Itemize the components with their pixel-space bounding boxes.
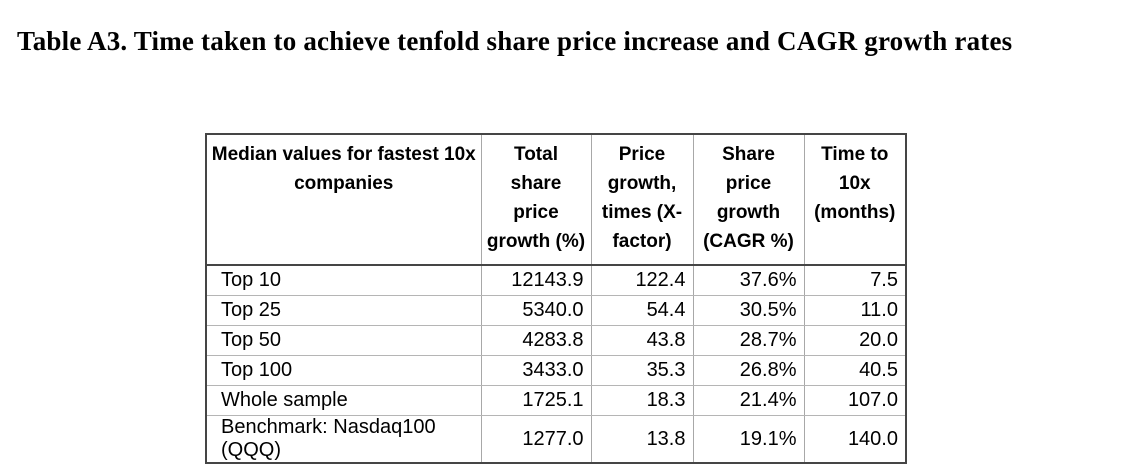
cell-value: 4283.8 — [481, 325, 592, 356]
cell-value: 122.4 — [591, 265, 694, 296]
header-row: Median values for fastest 10x companies … — [206, 134, 906, 266]
table-row: Top 50 4283.8 43.8 28.7% 20.0 — [206, 325, 906, 356]
cell-value: 21.4% — [693, 385, 805, 416]
table-row: Top 25 5340.0 54.4 30.5% 11.0 — [206, 295, 906, 326]
row-label: Top 100 — [206, 355, 482, 386]
row-label: Top 25 — [206, 295, 482, 326]
cell-value: 37.6% — [693, 265, 805, 296]
cell-value: 1277.0 — [481, 415, 592, 464]
column-header-time-to-10x: Time to 10x (months) — [804, 134, 906, 266]
cell-value: 35.3 — [591, 355, 694, 386]
cell-value: 12143.9 — [481, 265, 592, 296]
cell-value: 5340.0 — [481, 295, 592, 326]
cell-value: 19.1% — [693, 415, 805, 464]
cell-value: 107.0 — [804, 385, 906, 416]
cell-value: 20.0 — [804, 325, 906, 356]
cell-value: 140.0 — [804, 415, 906, 464]
data-table: Median values for fastest 10x companies … — [205, 133, 907, 464]
page-title: Table A3. Time taken to achieve tenfold … — [17, 26, 1013, 56]
row-label: Top 50 — [206, 325, 482, 356]
cell-value: 11.0 — [804, 295, 906, 326]
cell-value: 28.7% — [693, 325, 805, 356]
cell-value: 40.5 — [804, 355, 906, 386]
cell-value: 13.8 — [591, 415, 694, 464]
column-header-median-values: Median values for fastest 10x companies — [206, 134, 482, 266]
cell-value: 7.5 — [804, 265, 906, 296]
cell-value: 18.3 — [591, 385, 694, 416]
cell-value: 30.5% — [693, 295, 805, 326]
cell-value: 26.8% — [693, 355, 805, 386]
cell-value: 54.4 — [591, 295, 694, 326]
cell-value: 43.8 — [591, 325, 694, 356]
row-label: Whole sample — [206, 385, 482, 416]
table-row: Top 10 12143.9 122.4 37.6% 7.5 — [206, 265, 906, 296]
table-row: Whole sample 1725.1 18.3 21.4% 107.0 — [206, 385, 906, 416]
column-header-share-price-growth-cagr: Share price growth (CAGR %) — [693, 134, 805, 266]
row-label: Top 10 — [206, 265, 482, 296]
column-header-total-share-price-growth: Total share price growth (%) — [481, 134, 592, 266]
table-row: Top 100 3433.0 35.3 26.8% 40.5 — [206, 355, 906, 386]
table-row: Benchmark: Nasdaq100 (QQQ) 1277.0 13.8 1… — [206, 415, 906, 464]
column-header-price-growth-x-factor: Price growth, times (X- factor) — [591, 134, 694, 266]
cell-value: 3433.0 — [481, 355, 592, 386]
row-label: Benchmark: Nasdaq100 (QQQ) — [206, 415, 482, 464]
table-container: Median values for fastest 10x companies … — [205, 133, 907, 464]
cell-value: 1725.1 — [481, 385, 592, 416]
